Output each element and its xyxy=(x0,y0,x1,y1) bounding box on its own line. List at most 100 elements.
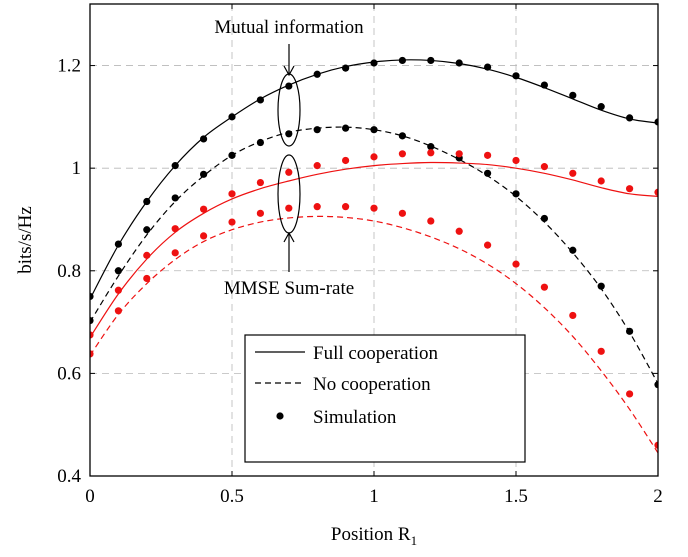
x-tick-label: 1 xyxy=(369,486,379,507)
legend-box xyxy=(244,334,526,463)
simulation-point xyxy=(143,226,151,234)
simulation-point xyxy=(256,209,264,217)
annotations: Mutual information MMSE Sum-rate xyxy=(214,17,364,299)
simulation-point xyxy=(569,91,577,99)
x-tick-label: 0 xyxy=(85,486,95,507)
simulation-point xyxy=(626,390,634,398)
simulation-point xyxy=(370,204,378,212)
simulation-point xyxy=(342,156,350,165)
simulation-point xyxy=(455,150,463,158)
simulation-point xyxy=(597,177,605,185)
simulation-point xyxy=(427,143,435,151)
simulation-point xyxy=(90,350,94,358)
ticks: 0 0.5 1 1.5 2 0.4 0.6 0.8 1 1.2 xyxy=(57,4,663,507)
x-axis-label: Position R1 xyxy=(331,524,417,548)
simulation-point xyxy=(228,190,236,198)
simulation-point xyxy=(256,138,264,147)
simulation-point xyxy=(143,274,151,283)
simulation-point xyxy=(200,170,208,178)
mmse-sum-rate-ellipse xyxy=(277,154,301,234)
simulation-point xyxy=(427,149,435,157)
simulation-point xyxy=(427,56,435,65)
simulation-point xyxy=(626,114,634,122)
simulation-point xyxy=(398,150,406,158)
simulation-point xyxy=(398,209,406,217)
mutual_information-dashed-curve xyxy=(90,126,658,384)
simulation-point xyxy=(313,203,321,211)
grid xyxy=(90,4,658,476)
simulation-point xyxy=(484,241,492,249)
mutual-information-arrowhead xyxy=(283,65,295,77)
simulation-point xyxy=(540,283,549,291)
simulation-point xyxy=(171,194,179,202)
simulation-point xyxy=(654,118,658,126)
x-tick-label: 1.5 xyxy=(504,486,528,507)
simulation-point xyxy=(342,64,350,72)
simulation-point xyxy=(114,267,122,275)
simulation-point xyxy=(342,124,350,132)
simulation-point xyxy=(256,96,264,104)
simulation-point xyxy=(540,214,549,223)
simulation-point xyxy=(455,59,463,67)
simulation-point xyxy=(512,190,520,198)
simulation-point xyxy=(313,70,321,78)
simulation-point xyxy=(569,169,577,177)
simulation-point xyxy=(90,331,94,339)
legend-full-cooperation: Full cooperation xyxy=(313,343,439,364)
simulation-point xyxy=(569,311,577,320)
mmse-sum-rate-arrowhead xyxy=(283,231,295,243)
simulation-point xyxy=(626,185,634,193)
simulation-point xyxy=(313,162,321,170)
simulation-point xyxy=(200,232,208,240)
simulation-point xyxy=(626,327,634,335)
simulation-point xyxy=(512,260,520,268)
x-tick-label: 0.5 xyxy=(220,486,244,507)
simulation-point xyxy=(171,249,179,257)
simulation-point xyxy=(597,103,605,111)
simulation-point xyxy=(398,56,406,65)
simulation-point xyxy=(484,169,492,177)
simulation-point xyxy=(143,197,151,206)
simulation-point xyxy=(256,178,264,187)
simulation-point xyxy=(90,316,94,325)
y-axis-label: bits/s/Hz xyxy=(15,206,36,274)
simulation-point xyxy=(597,282,605,290)
simulation-point xyxy=(228,113,236,121)
simulation-point xyxy=(114,307,122,315)
simulation-point xyxy=(427,217,435,225)
simulation-point xyxy=(370,126,378,134)
simulation-point xyxy=(143,251,151,259)
legend: Full cooperation No cooperation Simulati… xyxy=(244,334,526,463)
x-tick-label: 2 xyxy=(653,486,663,507)
simulation-point xyxy=(569,246,577,254)
simulation-point xyxy=(285,82,293,90)
simulation-point xyxy=(285,168,293,176)
simulation-point xyxy=(512,72,520,80)
simulation-point xyxy=(200,135,208,143)
simulation-point xyxy=(597,347,605,355)
simulation-point xyxy=(540,163,549,171)
y-tick-label: 0.6 xyxy=(57,363,81,384)
simulation-point xyxy=(90,292,94,301)
simulation-point xyxy=(285,130,293,138)
legend-no-cooperation: No cooperation xyxy=(313,374,431,395)
simulation-point xyxy=(540,81,549,89)
mutual-information-label: Mutual information xyxy=(214,17,364,38)
simulation-point xyxy=(228,151,236,159)
y-tick-label: 1 xyxy=(72,158,82,179)
simulation-point xyxy=(200,205,208,213)
simulation-point xyxy=(455,227,463,235)
simulation-point xyxy=(370,59,378,67)
simulation-point xyxy=(484,151,492,159)
marker-layer xyxy=(90,56,658,449)
mmse-solid-curve xyxy=(90,161,658,338)
simulation-point xyxy=(370,153,378,161)
simulation-point xyxy=(654,381,658,389)
simulation-point xyxy=(654,188,658,196)
simulation-point xyxy=(342,203,350,211)
legend-simulation: Simulation xyxy=(313,407,397,428)
simulation-point xyxy=(228,218,236,226)
x-axis-label-subscript: 1 xyxy=(411,533,418,548)
y-tick-label: 1.2 xyxy=(57,56,81,77)
